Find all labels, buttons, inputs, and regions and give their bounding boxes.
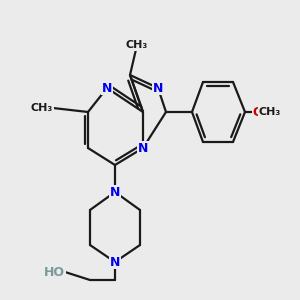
Text: N: N xyxy=(110,185,120,199)
Text: N: N xyxy=(138,142,148,154)
Text: CH₃: CH₃ xyxy=(126,40,148,50)
Text: N: N xyxy=(102,82,112,94)
Text: N: N xyxy=(110,256,120,268)
Text: HO: HO xyxy=(44,266,65,278)
Text: O: O xyxy=(253,106,263,118)
Text: N: N xyxy=(153,82,163,94)
Text: CH₃: CH₃ xyxy=(259,107,281,117)
Text: CH₃: CH₃ xyxy=(31,103,53,113)
